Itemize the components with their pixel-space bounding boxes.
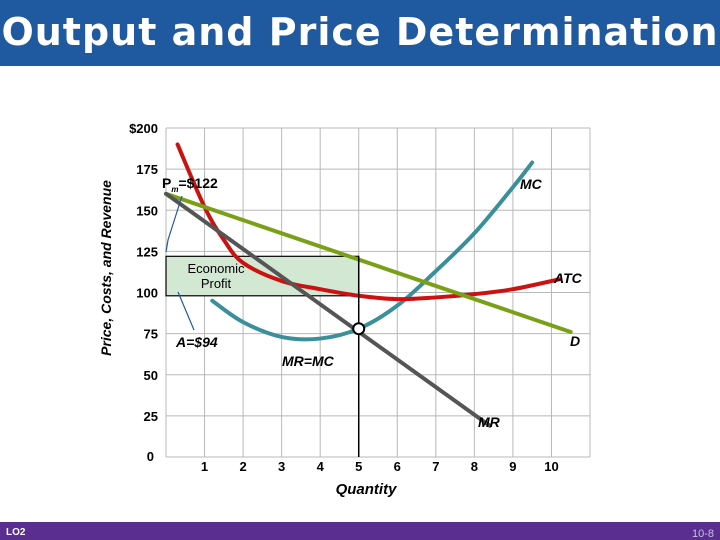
series-mc-line	[210, 160, 535, 342]
pm-sub: m	[171, 185, 178, 194]
footer-lo-code: LO2	[6, 527, 26, 538]
pm-value: =$122	[178, 175, 218, 191]
x-tick-label: 3	[278, 459, 285, 474]
mr-label: MR	[478, 414, 501, 430]
y-axis-label: Price, Costs, and Revenue	[98, 180, 114, 356]
y-tick-label: 0	[147, 449, 154, 464]
slide-title: Output and Price Determination	[1, 10, 719, 54]
pm-pointer-arrow	[165, 195, 183, 253]
atc-value-label: A=$94	[175, 334, 218, 350]
equilibrium-point	[352, 322, 366, 336]
y-tick-label: $200	[129, 121, 158, 136]
x-tick-label: 7	[432, 459, 439, 474]
x-tick-label: 9	[509, 459, 516, 474]
y-tick-label: 150	[136, 203, 158, 218]
atc-label: ATC	[553, 270, 583, 286]
y-tick-label: 100	[136, 286, 158, 301]
x-tick-label: 6	[394, 459, 401, 474]
y-tick-label: 25	[144, 409, 158, 424]
x-ticks: 1 2 3 4 5 6 7 8 9 10	[201, 459, 559, 474]
footer-page-number: 10-8	[691, 528, 714, 540]
y-tick-label: 175	[136, 162, 158, 177]
atc-pointer-arrow	[177, 291, 195, 331]
economic-profit-label-1: Economic	[187, 261, 245, 276]
d-label: D	[570, 333, 580, 349]
x-tick-label: 10	[544, 459, 558, 474]
pm-label: Pm=$122	[162, 175, 218, 194]
x-tick-label: 8	[471, 459, 478, 474]
mc-label: MC	[520, 176, 543, 192]
x-tick-label: 1	[201, 459, 208, 474]
x-tick-label: 2	[239, 459, 246, 474]
x-tick-label: 5	[355, 459, 362, 474]
series-d-line	[164, 191, 573, 334]
title-bar	[0, 0, 720, 66]
x-axis-label: Quantity	[336, 481, 397, 498]
economic-profit-label-2: Profit	[201, 276, 232, 291]
y-ticks: 0 25 50 75 100 125 150 175 $200	[129, 121, 158, 464]
mr-mc-label: MR=MC	[282, 353, 335, 369]
y-tick-label: 50	[144, 368, 158, 383]
y-tick-label: 125	[136, 244, 158, 259]
footer-bar	[0, 522, 720, 540]
series-mr-line	[164, 191, 492, 428]
y-tick-label: 75	[144, 327, 158, 342]
x-tick-label: 4	[317, 459, 325, 474]
pm-prefix: P	[162, 175, 171, 191]
series-layer	[164, 142, 573, 428]
